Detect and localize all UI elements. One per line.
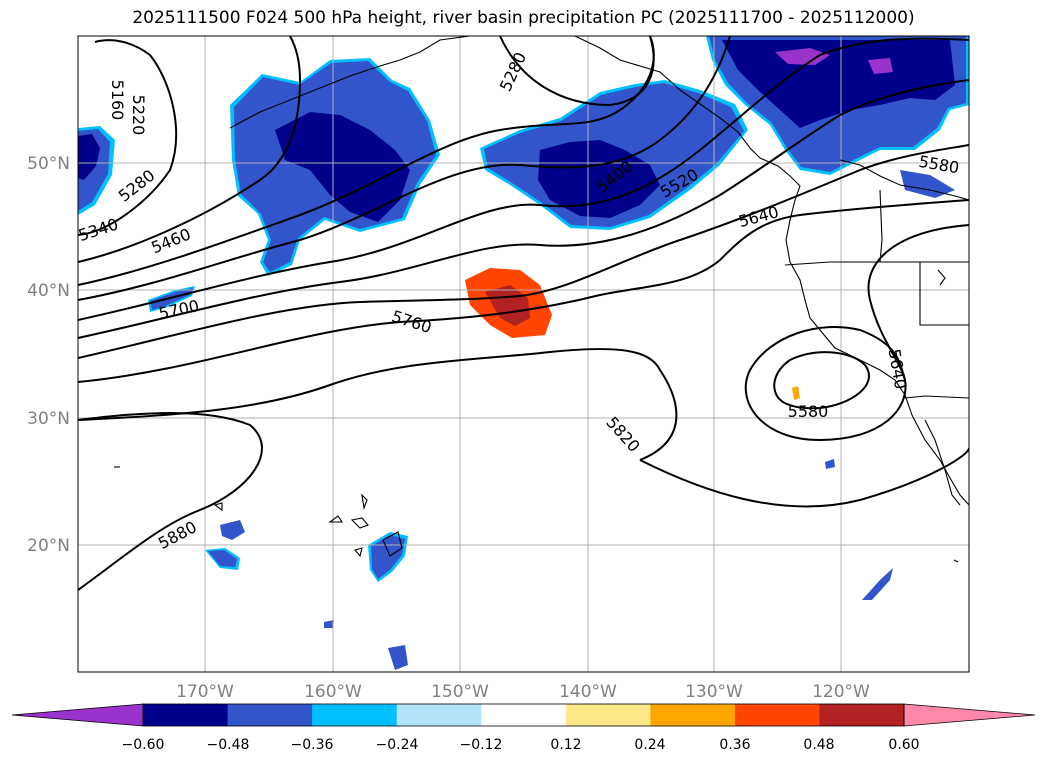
lat-tick-label: 50°N [27, 154, 70, 174]
colorbar-box [565, 704, 651, 726]
lon-tick-label: 120°W [812, 682, 870, 702]
colorbar-extend-low [11, 703, 144, 727]
precip-field [220, 520, 245, 540]
contour-label: 5220 [129, 95, 148, 136]
lat-tick-label: 30°N [27, 409, 70, 429]
colorbar-tick-label: 0.12 [550, 737, 581, 753]
lon-tick-label: 130°W [685, 682, 743, 702]
contour-line [78, 37, 969, 321]
colorbar-box [734, 704, 820, 726]
colorbar-tick-label: −0.60 [122, 737, 165, 753]
contour-line [78, 412, 263, 591]
lon-tick-label: 160°W [304, 682, 362, 702]
coastlines [114, 36, 969, 563]
contour-line [78, 144, 969, 359]
precip-field [371, 535, 405, 579]
colorbar-box [650, 704, 736, 726]
precip-field [862, 568, 893, 600]
colorbar-tick-label: 0.24 [634, 737, 665, 753]
colorbar-tick-label: −0.24 [376, 737, 419, 753]
precip-field [792, 386, 800, 400]
precip-field [900, 170, 955, 198]
colorbar-box [819, 704, 905, 726]
precip-field [208, 550, 237, 567]
precip-field [150, 288, 193, 310]
precip-field [324, 620, 334, 628]
colorbar-tick-label: −0.36 [291, 737, 334, 753]
precip-field [825, 459, 835, 469]
colorbar-tick-label: 0.48 [803, 737, 834, 753]
precip-field [868, 58, 893, 74]
map-frame [77, 35, 970, 673]
lat-tick-label: 40°N [27, 281, 70, 301]
contour-line [867, 224, 969, 381]
colorbar-box [396, 704, 482, 726]
colorbar-extend-high [903, 703, 1036, 727]
contour-line [78, 36, 302, 263]
precip-field [722, 40, 955, 128]
colorbar-box [143, 704, 229, 726]
contour-line [639, 447, 969, 508]
contour-line [773, 351, 870, 410]
colorbar-tick-label: −0.48 [207, 737, 250, 753]
contour-label: 5580 [788, 402, 829, 421]
colorbar-tick-labels: −0.60 −0.48 −0.36 −0.24 −0.12 0.12 0.24 … [122, 737, 920, 753]
lon-tick-label: 170°W [176, 682, 234, 702]
contour-line [499, 36, 655, 107]
colorbar-frame [142, 703, 905, 727]
contour-line [744, 326, 907, 442]
contour-line [78, 348, 678, 461]
colorbar: −0.60 −0.48 −0.36 −0.24 −0.12 0.12 0.24 … [11, 703, 1036, 753]
precip-field [538, 140, 660, 218]
colorbar-box [481, 704, 567, 726]
colorbar-tick-label: 0.36 [719, 737, 750, 753]
lat-axis-labels: 50°N 40°N 30°N 20°N [27, 154, 70, 556]
height-contours [78, 36, 969, 591]
precip-field [275, 112, 410, 222]
colorbar-box [227, 704, 313, 726]
contour-line [78, 36, 655, 286]
contour-line [78, 199, 969, 383]
lon-tick-label: 140°W [559, 682, 617, 702]
precip-field [775, 48, 830, 65]
lat-tick-label: 20°N [27, 536, 70, 556]
colorbar-tick-label: −0.12 [460, 737, 503, 753]
colorbar-box [312, 704, 398, 726]
contour-line [78, 36, 731, 301]
precip-field [78, 134, 100, 180]
colorbar-tick-label: 0.60 [888, 737, 919, 753]
precip-negative-fields [78, 36, 969, 670]
lon-tick-label: 150°W [431, 682, 489, 702]
contour-line [78, 79, 969, 339]
chart-title: 2025111500 F024 500 hPa height, river ba… [132, 8, 915, 28]
contour-line [78, 39, 178, 236]
precip-field [388, 645, 408, 670]
contour-label: 5160 [108, 80, 127, 121]
lon-axis-labels: 170°W 160°W 150°W 140°W 130°W 120°W [176, 682, 870, 702]
